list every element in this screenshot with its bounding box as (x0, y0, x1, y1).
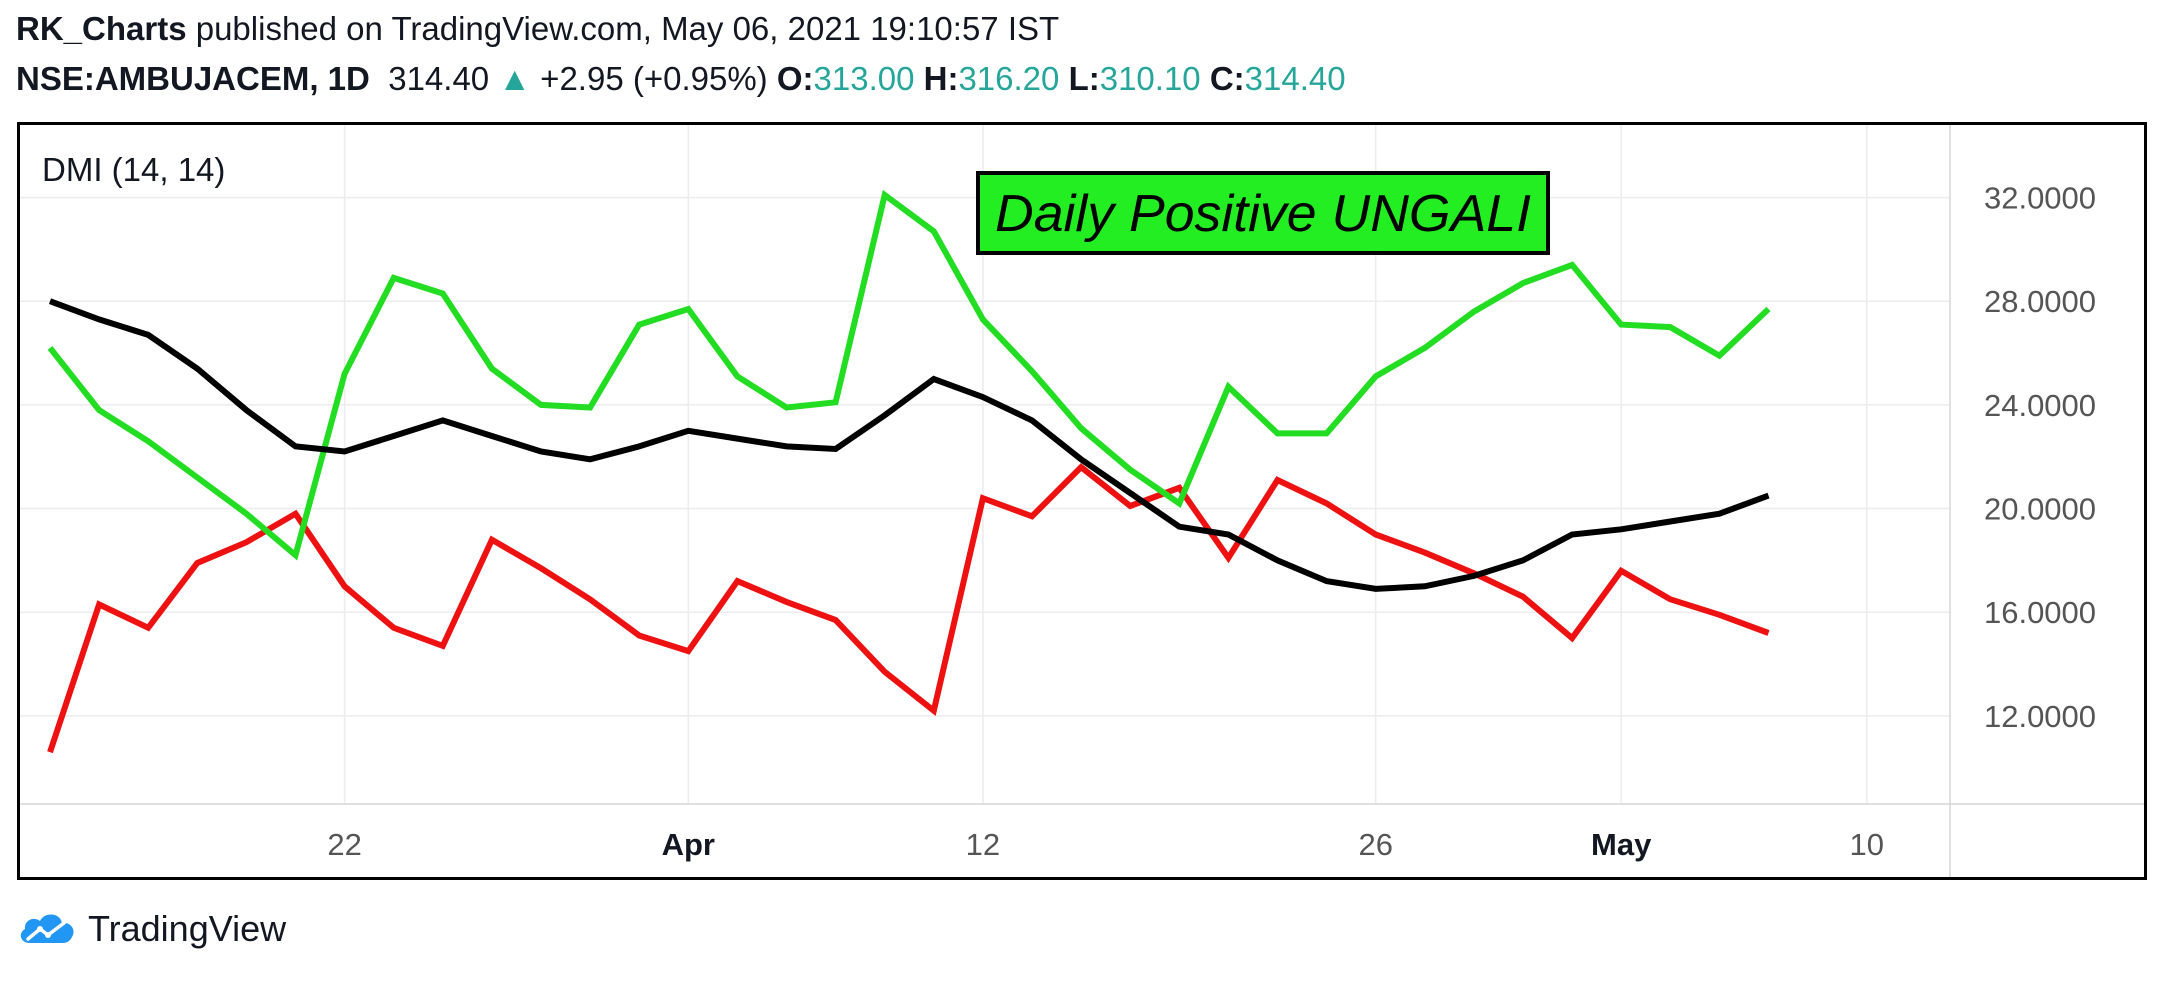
close-label: C: (1209, 60, 1245, 97)
published-text: published on TradingView.com, May 06, 20… (195, 10, 1060, 47)
indicator-label: DMI (14, 14) (42, 151, 225, 188)
plus-di-line (47, 189, 1771, 561)
y-tick-label: 28.0000 (1984, 284, 2096, 319)
y-tick-label: 12.0000 (1984, 699, 2096, 734)
publish-line: RK_Charts published on TradingView.com, … (16, 10, 1059, 48)
x-tick-label: 10 (1849, 827, 1883, 862)
annotation-box (976, 171, 1550, 255)
last-price: 314.40 (388, 60, 490, 97)
open-label: O: (776, 60, 814, 97)
footer: TradingView (16, 908, 286, 950)
x-tick-label: 26 (1358, 827, 1392, 862)
x-tick-label: 12 (966, 827, 1000, 862)
x-tick-label: Apr (662, 827, 715, 862)
annotation-text: Daily Positive UNGALI (995, 185, 1531, 243)
low-label: L: (1068, 60, 1100, 97)
chart-frame (17, 122, 2147, 880)
open-value: 313.00 (813, 60, 915, 97)
symbol-line: NSE:AMBUJACEM, 1D 314.40 ▲ +2.95 (+0.95%… (16, 60, 1346, 98)
x-tick-label: May (1591, 827, 1652, 862)
y-tick-label: 16.0000 (1984, 595, 2096, 630)
y-tick-label: 20.0000 (1984, 492, 2096, 527)
price-change: +2.95 (+0.95%) (540, 60, 768, 97)
low-value: 310.10 (1099, 60, 1201, 97)
tradingview-logo-icon[interactable] (16, 909, 78, 949)
y-tick-label: 32.0000 (1984, 181, 2096, 216)
adx-line (48, 298, 1770, 592)
x-tick-label: 22 (327, 827, 361, 862)
tradingview-brand[interactable]: TradingView (88, 908, 287, 949)
symbol-name: NSE:AMBUJACEM, 1D (16, 60, 370, 97)
y-tick-label: 24.0000 (1984, 388, 2096, 423)
author-name[interactable]: RK_Charts (16, 10, 187, 47)
close-value: 314.40 (1244, 60, 1346, 97)
high-label: H: (923, 60, 959, 97)
up-triangle-icon: ▲ (498, 60, 531, 97)
high-value: 316.20 (958, 60, 1060, 97)
minus-di-line (47, 463, 1770, 754)
